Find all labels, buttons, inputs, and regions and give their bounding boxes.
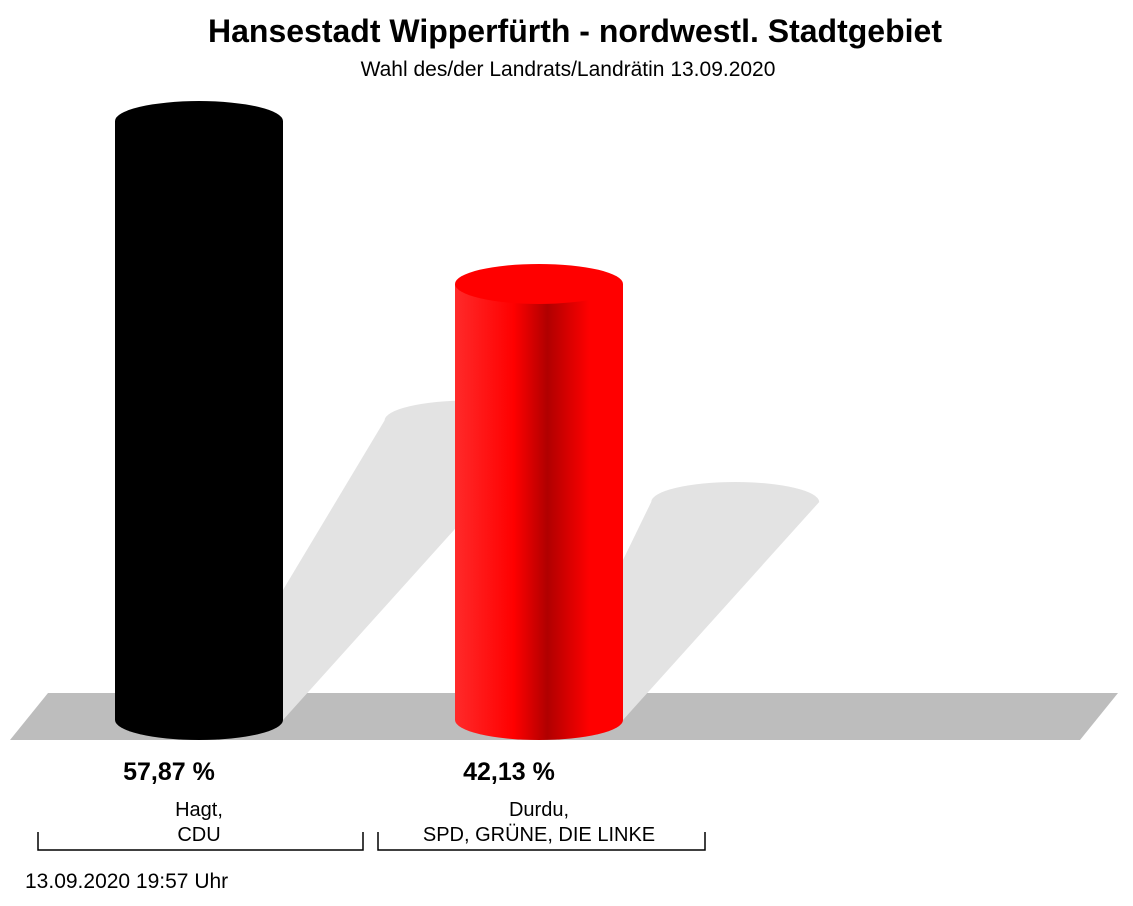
bar-cap [115, 101, 283, 142]
value-label: 42,13 % [463, 758, 555, 786]
value-label: 57,87 % [123, 758, 215, 786]
bar-body [455, 283, 623, 740]
bar [455, 263, 623, 740]
bar-body [115, 121, 283, 740]
chart-subtitle: Wahl des/der Landrats/Landrätin 13.09.20… [361, 58, 776, 81]
bar-cap [455, 263, 623, 304]
bracket [37, 832, 706, 851]
x-tick-label: Hagt, CDU [175, 799, 223, 846]
bar [115, 101, 283, 740]
x-tick-label: Durdu, SPD, GRÜNE, DIE LINKE [422, 799, 656, 846]
chart-title: Hansestadt Wipperfürth - nordwestl. Stad… [208, 13, 942, 49]
footer: 13.09.2020 19:57 Uhr [25, 870, 228, 893]
